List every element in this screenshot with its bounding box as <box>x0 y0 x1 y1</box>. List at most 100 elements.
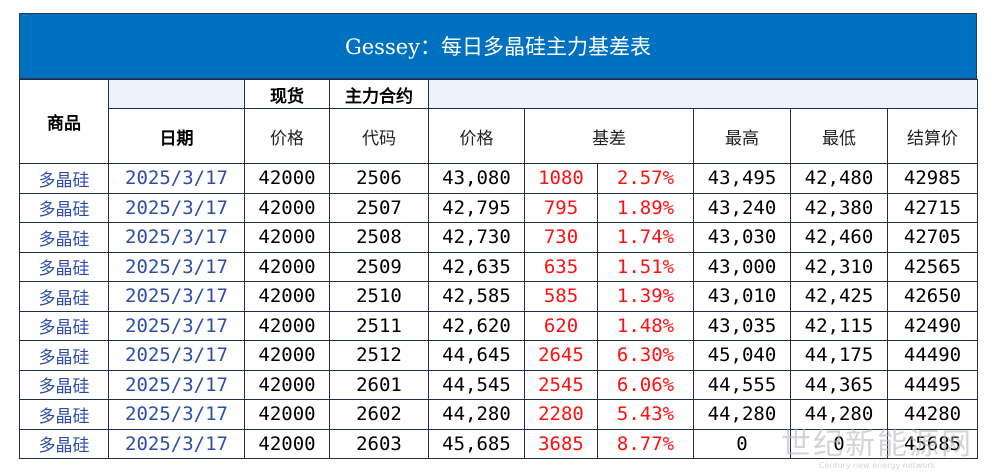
cell-low: 42,310 <box>790 251 888 282</box>
cell-contract-price: 42,795 <box>428 192 525 223</box>
header-blank-date <box>108 79 245 109</box>
cell-basis: 1080 <box>524 163 598 194</box>
cell-basis: 620 <box>524 310 598 341</box>
cell-high: 0 <box>693 428 791 459</box>
cell-spot-price: 42000 <box>244 163 330 194</box>
cell-low: 42,460 <box>790 222 888 253</box>
basis-table: 商品 现货 主力合约 日期 价格 代码 价格 基差 最高 最低 结算价 多晶硅 2… <box>19 79 979 459</box>
header-high: 最高 <box>693 108 791 164</box>
table-row: 多晶硅 2025/3/17 42000 2511 42,620 620 1.48% 43,03… <box>19 310 979 341</box>
cell-high: 43,035 <box>693 310 791 341</box>
cell-basis-pct: 6.06% <box>597 369 694 400</box>
cell-low: 44,175 <box>790 340 888 371</box>
cell-product: 多晶硅 <box>19 163 109 194</box>
table-row: 多晶硅 2025/3/17 42000 2508 42,730 730 1.74% 43,03… <box>19 222 979 253</box>
cell-contract-code: 2512 <box>329 340 429 371</box>
cell-settle: 44495 <box>886 369 979 400</box>
cell-basis: 2645 <box>524 340 598 371</box>
cell-basis-pct: 6.30% <box>597 340 694 371</box>
cell-contract-price: 42,620 <box>428 310 525 341</box>
cell-settle: 44280 <box>886 399 979 430</box>
cell-spot-price: 42000 <box>244 192 330 223</box>
cell-contract-price: 44,645 <box>428 340 525 371</box>
cell-spot-price: 42000 <box>244 281 330 312</box>
cell-basis-pct: 1.74% <box>597 222 694 253</box>
cell-settle: 42705 <box>886 222 979 253</box>
cell-contract-code: 2506 <box>329 163 429 194</box>
table-title: Gessey：每日多晶硅主力基差表 <box>19 13 977 79</box>
cell-settle: 45685 <box>886 428 979 459</box>
cell-spot-price: 42000 <box>244 310 330 341</box>
cell-high: 43,010 <box>693 281 791 312</box>
cell-basis: 2545 <box>524 369 598 400</box>
header-main-contract: 主力合约 <box>329 79 429 109</box>
cell-basis-pct: 1.48% <box>597 310 694 341</box>
table-body: 多晶硅 2025/3/17 42000 2506 43,080 1080 2.57% 43,4… <box>19 163 979 459</box>
table-row: 多晶硅 2025/3/17 42000 2506 43,080 1080 2.57% 43,4… <box>19 163 979 194</box>
cell-contract-price: 42,635 <box>428 251 525 282</box>
cell-spot-price: 42000 <box>244 251 330 282</box>
header-contract-price: 价格 <box>428 108 525 164</box>
cell-contract-code: 2508 <box>329 222 429 253</box>
cell-date: 2025/3/17 <box>108 310 245 341</box>
cell-contract-price: 43,080 <box>428 163 525 194</box>
table-row: 多晶硅 2025/3/17 42000 2603 45,685 3685 8.77% 0 0 45… <box>19 428 979 459</box>
basis-table-frame: Gessey：每日多晶硅主力基差表 商品 现货 主力合约 日期 价 <box>19 13 979 459</box>
cell-spot-price: 42000 <box>244 399 330 430</box>
cell-contract-code: 2603 <box>329 428 429 459</box>
cell-spot-price: 42000 <box>244 428 330 459</box>
cell-basis-pct: 1.39% <box>597 281 694 312</box>
table-row: 多晶硅 2025/3/17 42000 2507 42,795 795 1.89% 43,24… <box>19 192 979 223</box>
header-spot-price: 价格 <box>244 108 330 164</box>
header-product: 商品 <box>19 79 109 164</box>
cell-high: 45,040 <box>693 340 791 371</box>
cell-contract-price: 44,280 <box>428 399 525 430</box>
cell-contract-code: 2510 <box>329 281 429 312</box>
cell-low: 44,365 <box>790 369 888 400</box>
cell-settle: 42650 <box>886 281 979 312</box>
cell-high: 43,240 <box>693 192 791 223</box>
cell-contract-code: 2602 <box>329 399 429 430</box>
cell-low: 42,380 <box>790 192 888 223</box>
cell-high: 44,555 <box>693 369 791 400</box>
cell-spot-price: 42000 <box>244 369 330 400</box>
cell-contract-code: 2507 <box>329 192 429 223</box>
cell-contract-price: 45,685 <box>428 428 525 459</box>
table-row: 多晶硅 2025/3/17 42000 2510 42,585 585 1.39% 43,01… <box>19 281 979 312</box>
cell-settle: 42985 <box>886 163 979 194</box>
cell-high: 43,495 <box>693 163 791 194</box>
cell-basis: 585 <box>524 281 598 312</box>
cell-settle: 44490 <box>886 340 979 371</box>
cell-date: 2025/3/17 <box>108 251 245 282</box>
cell-low: 42,425 <box>790 281 888 312</box>
cell-contract-code: 2511 <box>329 310 429 341</box>
cell-product: 多晶硅 <box>19 281 109 312</box>
cell-date: 2025/3/17 <box>108 428 245 459</box>
table-row: 多晶硅 2025/3/17 42000 2601 44,545 2545 6.06% 44,5… <box>19 369 979 400</box>
cell-contract-price: 42,585 <box>428 281 525 312</box>
cell-date: 2025/3/17 <box>108 399 245 430</box>
cell-low: 0 <box>790 428 888 459</box>
cell-product: 多晶硅 <box>19 251 109 282</box>
cell-contract-code: 2509 <box>329 251 429 282</box>
cell-settle: 42565 <box>886 251 979 282</box>
cell-basis-pct: 2.57% <box>597 163 694 194</box>
watermark-sub: Century new energy network <box>818 461 936 470</box>
cell-basis-pct: 5.43% <box>597 399 694 430</box>
cell-basis-pct: 1.51% <box>597 251 694 282</box>
cell-date: 2025/3/17 <box>108 163 245 194</box>
cell-basis: 730 <box>524 222 598 253</box>
header-date: 日期 <box>108 108 245 164</box>
cell-basis-pct: 1.89% <box>597 192 694 223</box>
cell-product: 多晶硅 <box>19 369 109 400</box>
cell-settle: 42490 <box>886 310 979 341</box>
cell-product: 多晶硅 <box>19 222 109 253</box>
cell-contract-code: 2601 <box>329 369 429 400</box>
header-basis: 基差 <box>524 108 694 164</box>
cell-date: 2025/3/17 <box>108 369 245 400</box>
cell-low: 42,480 <box>790 163 888 194</box>
cell-date: 2025/3/17 <box>108 281 245 312</box>
table-row: 多晶硅 2025/3/17 42000 2512 44,645 2645 6.30% 45,0… <box>19 340 979 371</box>
cell-spot-price: 42000 <box>244 222 330 253</box>
cell-basis: 2280 <box>524 399 598 430</box>
